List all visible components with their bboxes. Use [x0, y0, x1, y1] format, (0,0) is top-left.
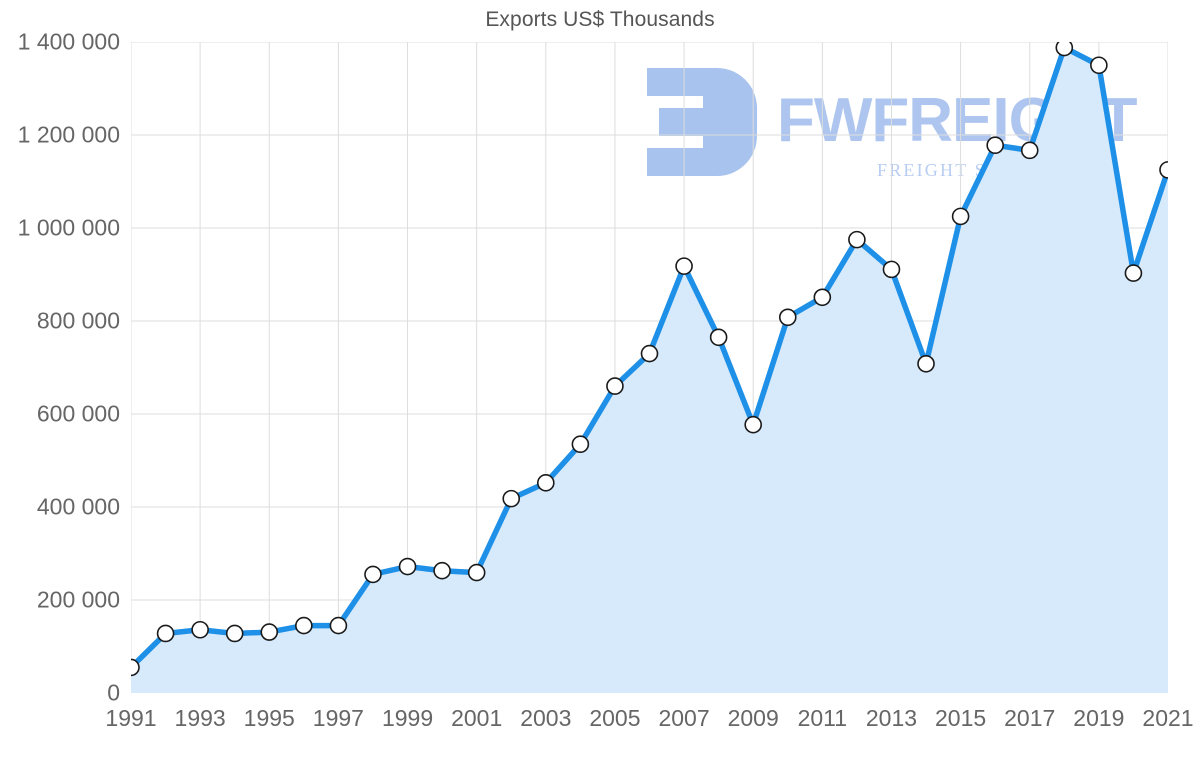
data-point-markers[interactable]: [131, 42, 1168, 677]
data-point-marker[interactable]: [882, 260, 901, 279]
data-point-marker[interactable]: [398, 557, 417, 576]
x-axis-tick-label: 1999: [381, 705, 434, 731]
data-point-marker[interactable]: [813, 288, 832, 307]
data-point-marker[interactable]: [1020, 141, 1039, 160]
x-axis-tick-label: 2003: [520, 705, 572, 731]
data-point-marker[interactable]: [951, 207, 970, 226]
area-fill: [131, 47, 1168, 693]
x-axis-labels: 1991 1993 1995 1997 1999 2001 2003 2005 2007 2009…: [0, 705, 1200, 745]
data-point-marker[interactable]: [1090, 56, 1108, 75]
x-axis-tick-label: 1997: [312, 705, 364, 731]
x-axis-tick-label: 2015: [935, 705, 987, 731]
data-point-marker[interactable]: [709, 328, 728, 347]
plot-area: [131, 42, 1168, 693]
data-point-marker[interactable]: [191, 620, 209, 639]
x-axis-tick-label: 2005: [589, 705, 641, 731]
data-point-marker[interactable]: [640, 344, 659, 363]
data-point-marker[interactable]: [848, 230, 866, 249]
y-axis-tick-label: 600 000: [36, 400, 120, 427]
y-axis-tick-label: 1 000 000: [17, 214, 120, 241]
x-axis-tick-label: 1995: [243, 705, 295, 731]
data-point-marker[interactable]: [778, 308, 797, 327]
x-axis-tick-label: 1993: [174, 705, 226, 731]
data-point-marker[interactable]: [606, 377, 624, 395]
data-point-marker[interactable]: [536, 474, 555, 492]
x-axis-tick-label: 2013: [865, 705, 918, 731]
y-axis-tick-label: 1 400 000: [17, 28, 120, 55]
data-point-marker[interactable]: [225, 624, 244, 643]
data-point-marker[interactable]: [156, 624, 175, 643]
chart-title: Exports US$ Thousands: [485, 8, 715, 31]
data-point-marker[interactable]: [131, 658, 140, 677]
y-axis-tick-label: 0: [107, 679, 120, 706]
data-point-marker[interactable]: [364, 565, 382, 584]
x-axis-tick-label: 2021: [1142, 705, 1194, 731]
data-point-marker[interactable]: [467, 563, 486, 582]
data-point-marker[interactable]: [329, 616, 348, 635]
data-point-marker[interactable]: [433, 561, 451, 580]
data-point-marker[interactable]: [1124, 264, 1143, 282]
data-point-marker[interactable]: [295, 616, 313, 635]
x-axis-tick-label: 2017: [1004, 705, 1056, 731]
y-axis-tick-label: 200 000: [36, 586, 120, 613]
data-point-marker[interactable]: [917, 354, 935, 373]
x-axis-tick-label: 2007: [658, 705, 710, 731]
y-axis-tick-label: 1 200 000: [17, 121, 120, 148]
data-point-marker[interactable]: [675, 257, 693, 275]
data-point-marker[interactable]: [260, 623, 279, 641]
y-axis-tick-label: 800 000: [36, 307, 120, 334]
x-axis-tick-label: 2001: [451, 705, 503, 731]
data-point-marker[interactable]: [986, 136, 1004, 155]
x-axis-tick-label: 1991: [105, 705, 157, 731]
data-point-marker[interactable]: [1159, 161, 1168, 179]
y-axis-labels: 0 200 000 400 000 600 000 800 000 1 000 000 1 …: [0, 29, 120, 706]
x-axis-tick-label: 2009: [727, 705, 779, 731]
data-point-marker[interactable]: [1055, 42, 1074, 57]
data-point-marker[interactable]: [502, 489, 521, 508]
x-axis-tick-label: 2011: [797, 705, 848, 731]
y-axis-tick-label: 400 000: [36, 493, 120, 520]
data-point-marker[interactable]: [571, 435, 590, 454]
x-axis-tick-label: 2019: [1073, 705, 1125, 731]
data-point-marker[interactable]: [744, 415, 763, 434]
